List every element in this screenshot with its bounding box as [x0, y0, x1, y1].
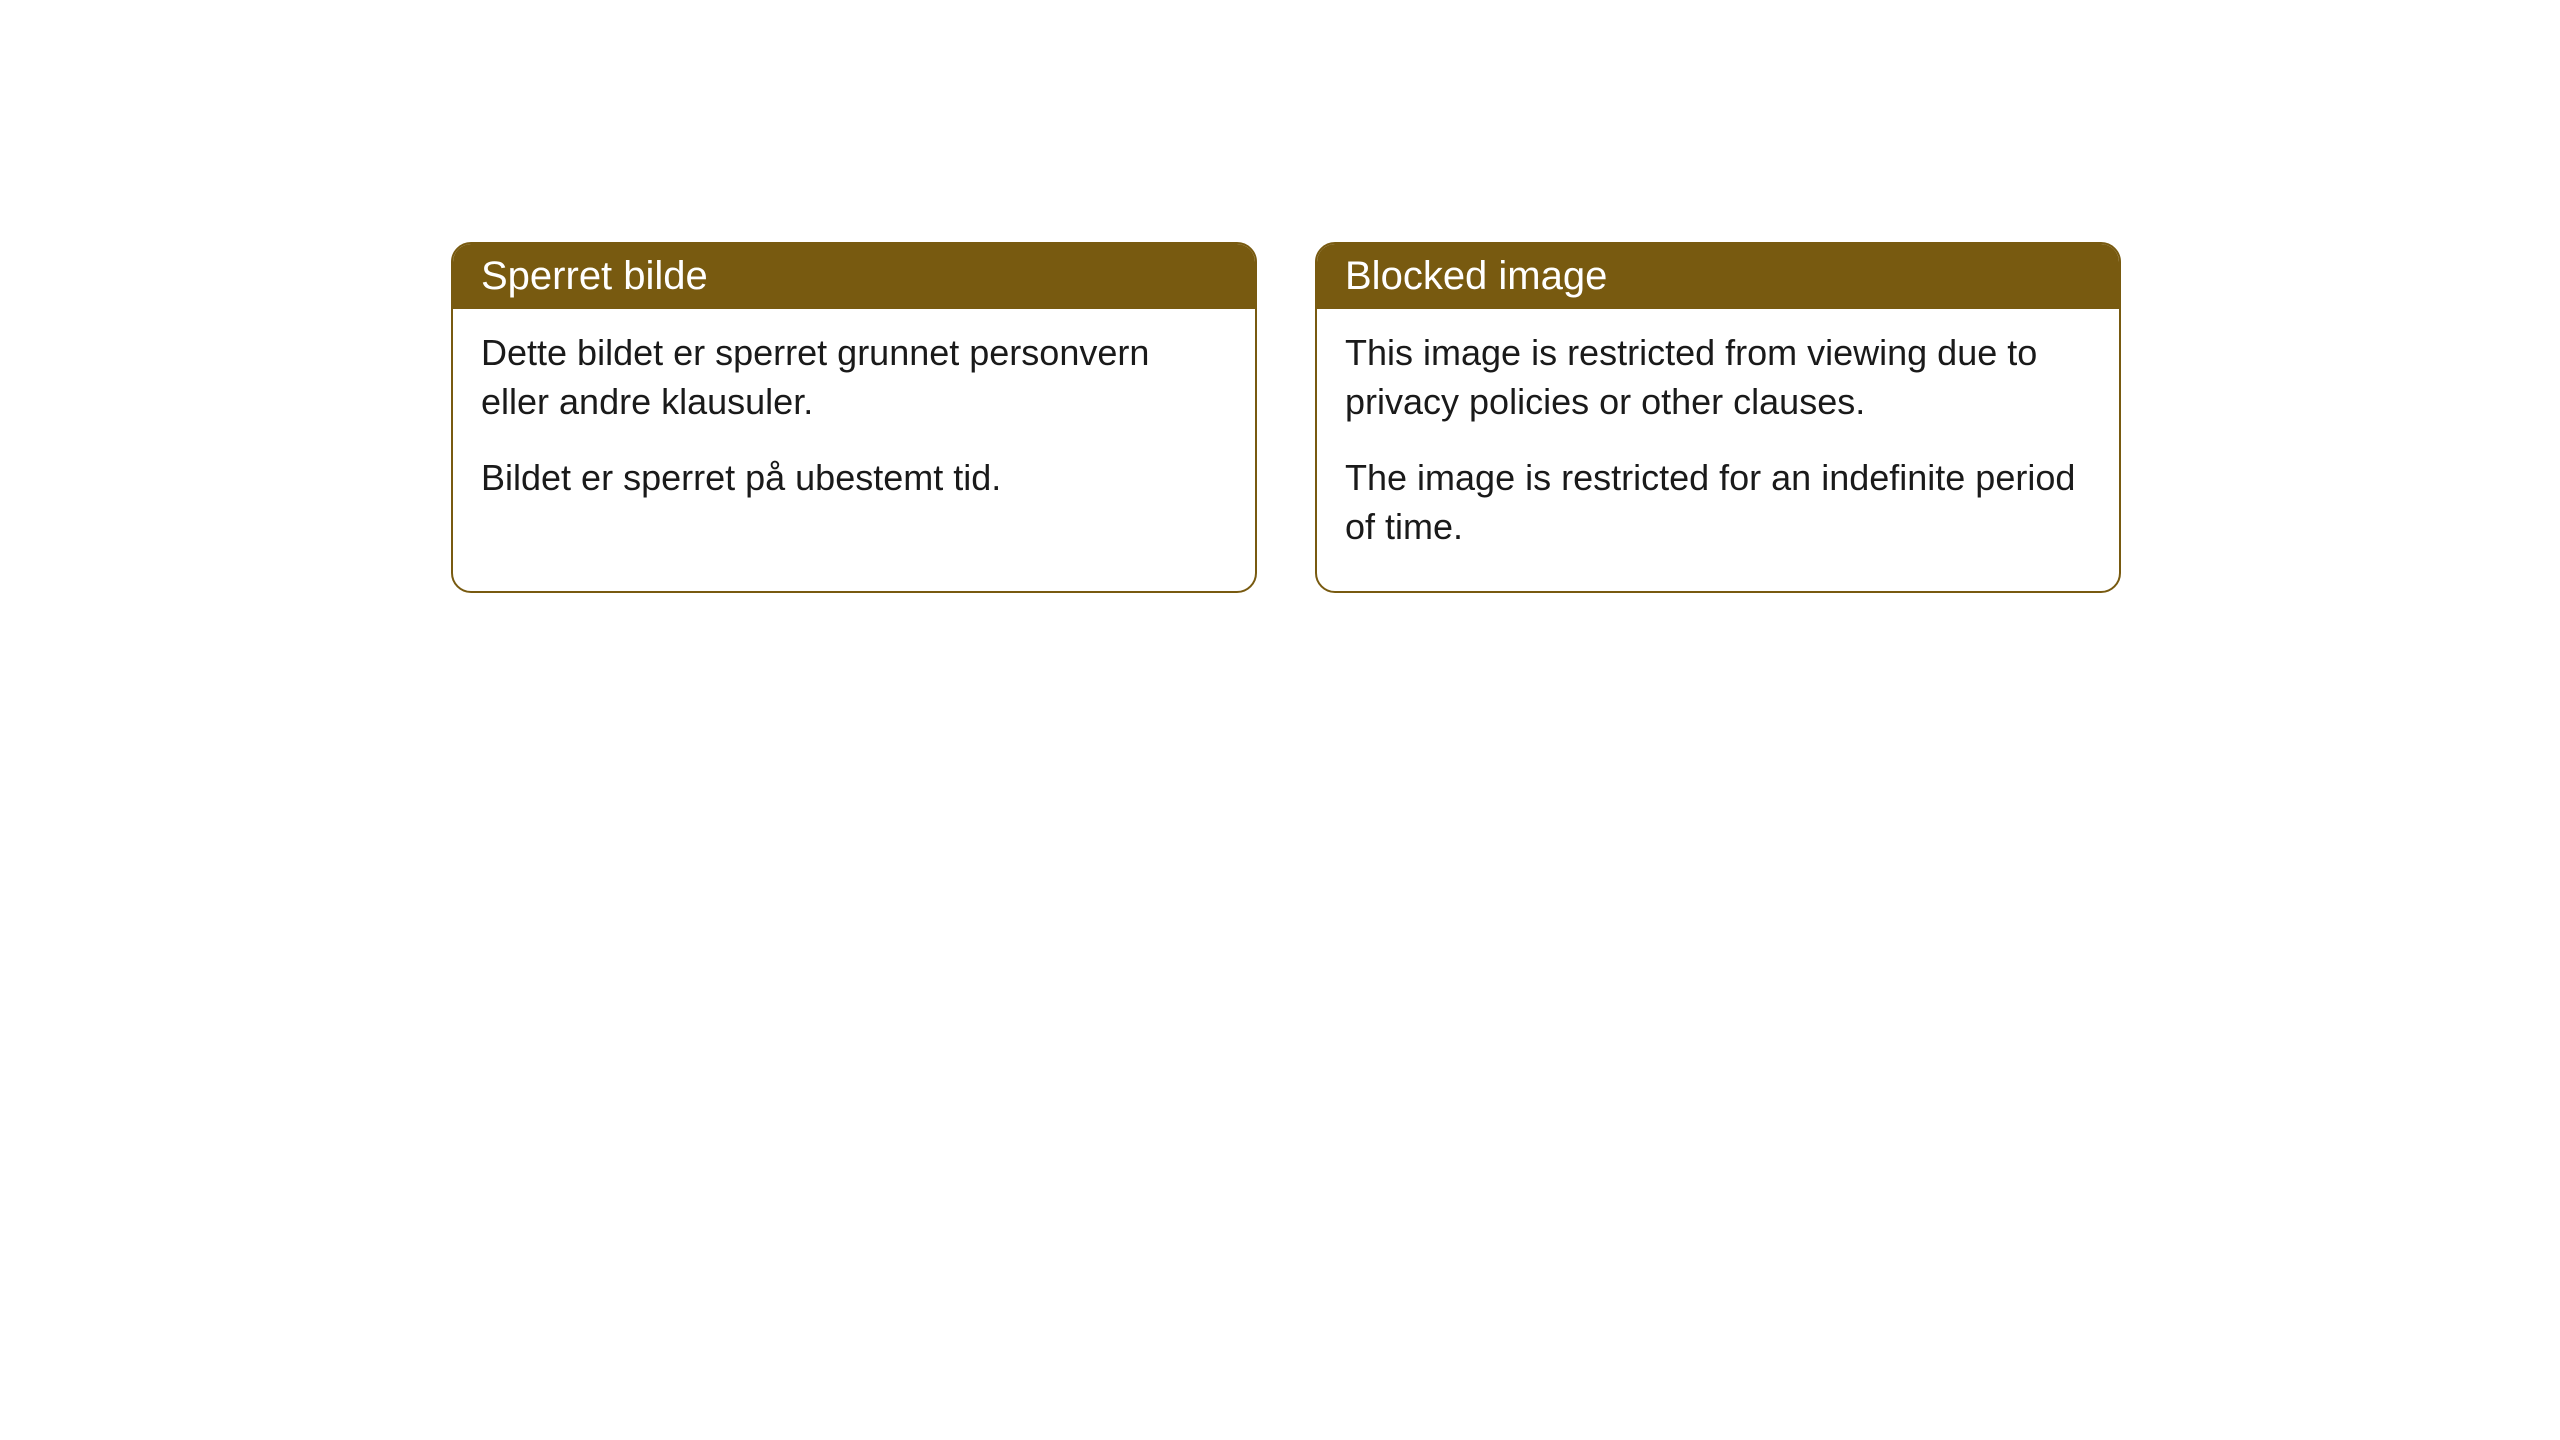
- notice-cards-container: Sperret bilde Dette bildet er sperret gr…: [451, 242, 2121, 593]
- notice-body-norwegian: Dette bildet er sperret grunnet personve…: [453, 309, 1255, 543]
- notice-card-norwegian: Sperret bilde Dette bildet er sperret gr…: [451, 242, 1257, 593]
- notice-paragraph: Dette bildet er sperret grunnet personve…: [481, 329, 1227, 426]
- notice-body-english: This image is restricted from viewing du…: [1317, 309, 2119, 591]
- notice-header-norwegian: Sperret bilde: [453, 244, 1255, 309]
- notice-paragraph: The image is restricted for an indefinit…: [1345, 454, 2091, 551]
- notice-paragraph: Bildet er sperret på ubestemt tid.: [481, 454, 1227, 503]
- notice-card-english: Blocked image This image is restricted f…: [1315, 242, 2121, 593]
- notice-title: Sperret bilde: [481, 254, 708, 298]
- notice-header-english: Blocked image: [1317, 244, 2119, 309]
- notice-title: Blocked image: [1345, 254, 1607, 298]
- notice-paragraph: This image is restricted from viewing du…: [1345, 329, 2091, 426]
